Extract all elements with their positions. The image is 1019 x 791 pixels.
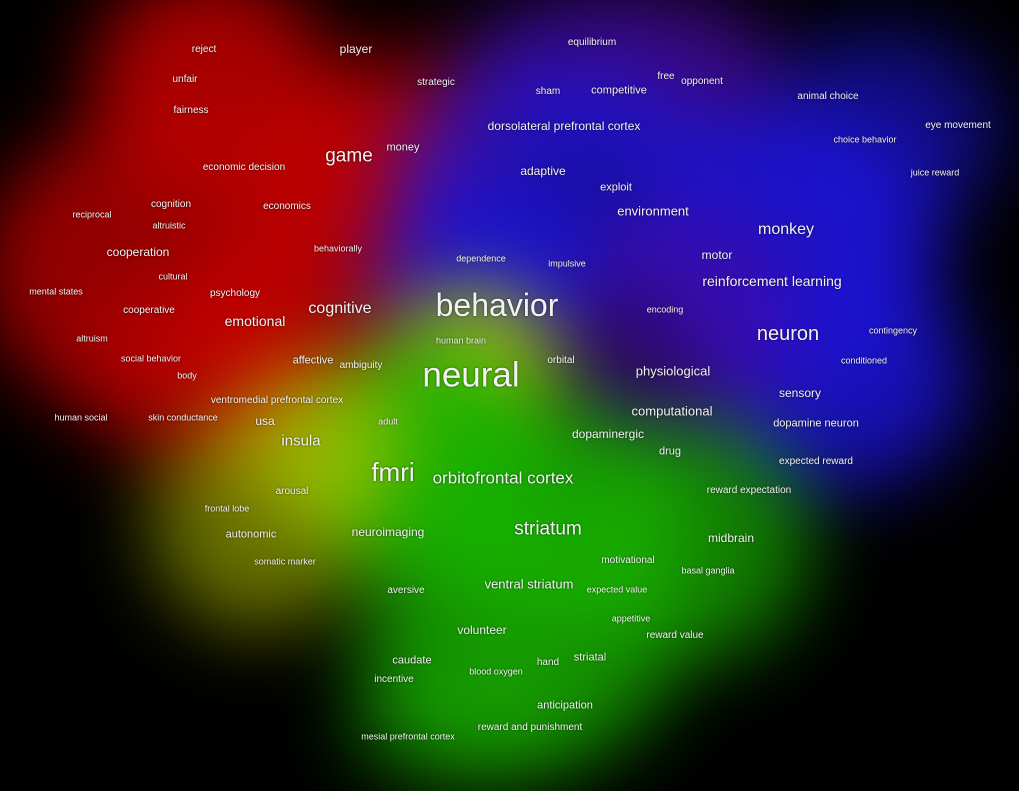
term-label: conditioned bbox=[840, 355, 888, 366]
density-blob bbox=[350, 650, 590, 790]
term-label: reward and punishment bbox=[477, 722, 583, 733]
term-label: insula bbox=[281, 432, 321, 450]
density-blob bbox=[760, 30, 1000, 230]
term-label: competitive bbox=[591, 84, 647, 97]
term-label: neural bbox=[422, 355, 520, 395]
term-label: contingency bbox=[868, 325, 918, 336]
term-label: dopamine neuron bbox=[773, 417, 859, 430]
term-label: cooperation bbox=[106, 245, 170, 259]
term-label: body bbox=[177, 370, 197, 381]
term-label: psychology bbox=[209, 288, 261, 299]
term-label: computational bbox=[631, 403, 713, 419]
term-label: incentive bbox=[374, 674, 414, 685]
term-label: reject bbox=[191, 44, 217, 55]
term-label: economics bbox=[263, 201, 311, 212]
term-label: sham bbox=[535, 86, 561, 97]
term-label: orbital bbox=[547, 355, 575, 366]
term-label: free bbox=[657, 71, 675, 82]
term-label: physiological bbox=[635, 363, 711, 379]
term-label: juice reward bbox=[910, 167, 960, 178]
term-label: appetitive bbox=[611, 613, 651, 624]
term-label: motivational bbox=[601, 555, 655, 566]
term-label: game bbox=[325, 145, 373, 167]
term-label: money bbox=[386, 141, 420, 154]
term-label: eye movement bbox=[925, 120, 991, 131]
term-label: midbrain bbox=[707, 531, 755, 545]
term-label: unfair bbox=[172, 74, 198, 85]
term-label: motor bbox=[701, 248, 733, 262]
term-label: ventral striatum bbox=[484, 576, 574, 592]
term-label: hand bbox=[536, 657, 560, 668]
term-label: ventromedial prefrontal cortex bbox=[210, 395, 344, 406]
term-label: blood oxygen bbox=[469, 666, 523, 677]
term-label: striatum bbox=[514, 518, 582, 540]
term-label: frontal lobe bbox=[204, 503, 250, 514]
term-label: reciprocal bbox=[72, 209, 112, 220]
term-label: ambiguity bbox=[339, 360, 383, 371]
term-label: orbitofrontal cortex bbox=[432, 468, 574, 488]
term-label: reward expectation bbox=[706, 485, 792, 496]
term-label: mental states bbox=[29, 286, 83, 297]
term-label: affective bbox=[292, 354, 334, 367]
term-label: choice behavior bbox=[833, 134, 897, 145]
term-label: sensory bbox=[778, 386, 822, 400]
term-label: expected value bbox=[586, 584, 648, 595]
term-label: basal ganglia bbox=[681, 565, 735, 576]
term-label: altruism bbox=[76, 333, 108, 344]
term-label: emotional bbox=[224, 313, 286, 329]
term-label: cultural bbox=[158, 271, 188, 282]
term-label: cognitive bbox=[308, 300, 372, 317]
term-label: exploit bbox=[600, 181, 632, 194]
term-label: skin conductance bbox=[148, 412, 218, 423]
term-label: usa bbox=[255, 414, 275, 428]
term-label: expected reward bbox=[779, 456, 853, 467]
term-label: player bbox=[339, 42, 373, 56]
density-blob bbox=[590, 420, 810, 660]
term-label: somatic marker bbox=[254, 556, 316, 567]
term-label: volunteer bbox=[457, 623, 507, 637]
term-label: adult bbox=[378, 416, 398, 427]
term-label: adaptive bbox=[520, 164, 566, 178]
term-label: anticipation bbox=[537, 699, 593, 712]
term-label: dorsolateral prefrontal cortex bbox=[487, 119, 641, 133]
term-label: reinforcement learning bbox=[702, 273, 842, 289]
term-label: behavior bbox=[435, 287, 559, 323]
term-label: striatal bbox=[573, 651, 607, 664]
term-label: fmri bbox=[371, 457, 415, 487]
term-label: drug bbox=[658, 445, 682, 458]
term-label: equilibrium bbox=[567, 37, 617, 48]
term-label: cooperative bbox=[123, 305, 175, 316]
term-label: cognition bbox=[150, 199, 192, 210]
term-label: behaviorally bbox=[313, 243, 363, 254]
term-label: dopaminergic bbox=[571, 427, 645, 441]
term-label: impulsive bbox=[548, 258, 586, 269]
term-label: aversive bbox=[387, 585, 425, 596]
term-label: arousal bbox=[275, 486, 309, 497]
term-label: encoding bbox=[646, 304, 684, 315]
term-label: animal choice bbox=[797, 91, 859, 102]
term-label: strategic bbox=[417, 77, 455, 88]
term-label: reward value bbox=[646, 630, 704, 641]
term-label: neuroimaging bbox=[351, 525, 425, 539]
density-blob bbox=[230, 360, 410, 520]
density-blob bbox=[560, 200, 800, 440]
term-label: autonomic bbox=[225, 528, 277, 541]
term-label: monkey bbox=[757, 221, 815, 238]
term-label: social behavior bbox=[120, 353, 182, 364]
term-label: fairness bbox=[173, 105, 209, 116]
term-label: mesial prefrontal cortex bbox=[361, 731, 455, 742]
term-label: economic decision bbox=[202, 162, 286, 173]
term-label: caudate bbox=[392, 654, 432, 667]
term-label: altruistic bbox=[152, 220, 186, 231]
term-label: opponent bbox=[681, 76, 723, 87]
term-label: human social bbox=[54, 412, 108, 423]
term-label: human brain bbox=[435, 335, 487, 346]
term-label: neuron bbox=[756, 323, 820, 345]
term-label: dependence bbox=[456, 253, 506, 264]
term-label: environment bbox=[617, 203, 689, 219]
